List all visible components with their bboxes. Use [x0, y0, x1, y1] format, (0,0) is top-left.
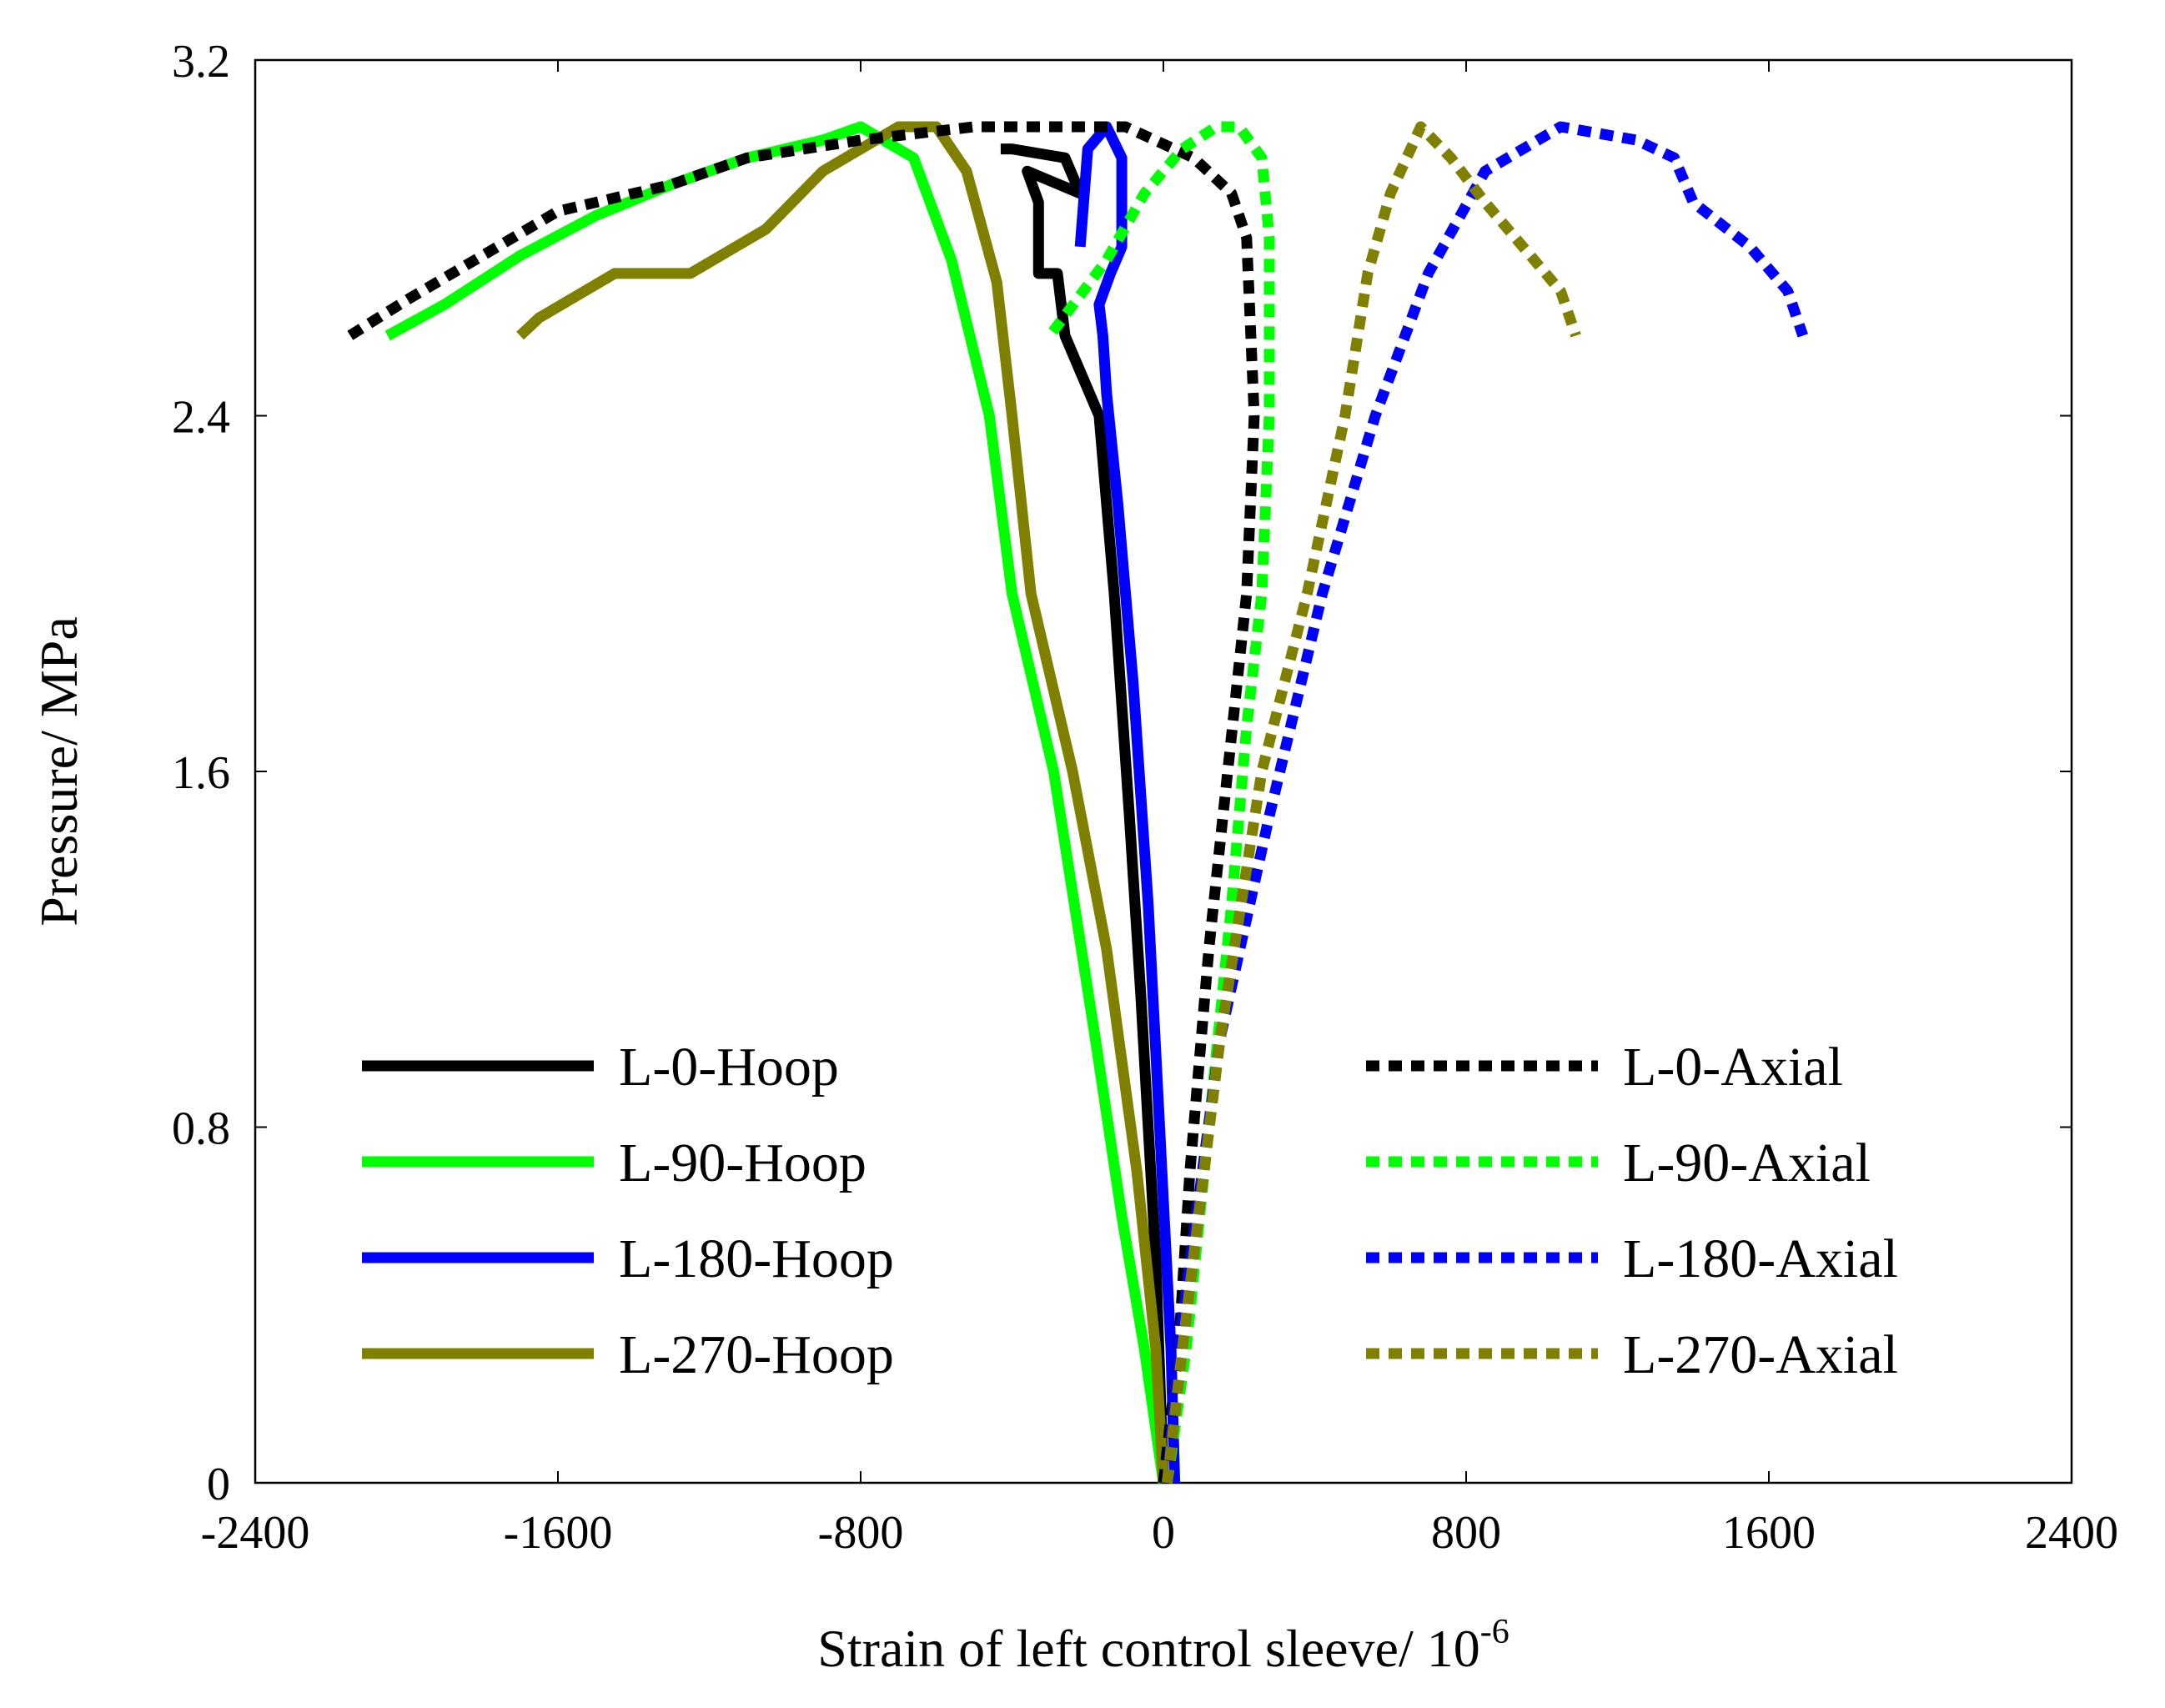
x-axis-label-text: Strain of left control sleeve/ 10 — [817, 1619, 1479, 1678]
y-tick-label: 1.6 — [172, 747, 230, 799]
x-axis-label: Strain of left control sleeve/ 10-6 — [817, 1613, 1509, 1678]
legend: L-0-Hoop L-90-Hoop L-180-Hoop L-270-Hoop L-0… — [362, 1037, 1898, 1385]
series-line-l-270-hoop — [516, 121, 1169, 1484]
legend-label-l-90-hoop: L-90-Hoop — [619, 1133, 867, 1193]
legend-label-l-270-hoop: L-270-Hoop — [619, 1324, 894, 1385]
y-tick-label: 0 — [207, 1459, 230, 1510]
series-line-l-180-hoop — [1074, 121, 1181, 1484]
legend-label-l-270-axial: L-270-Axial — [1623, 1324, 1898, 1385]
x-tick-label: -2400 — [201, 1507, 310, 1559]
x-tick-label: 0 — [1152, 1507, 1175, 1559]
x-tick-label: -800 — [818, 1507, 904, 1559]
x-tick-label: 1600 — [1722, 1507, 1816, 1559]
x-axis-label-exponent: -6 — [1480, 1613, 1509, 1651]
x-tick-label: 800 — [1431, 1507, 1501, 1559]
x-tick-label: 2400 — [2025, 1507, 2118, 1559]
series-line-l-0-axial — [346, 121, 1260, 1484]
series-line-l-90-hoop — [384, 121, 1169, 1484]
legend-label-l-0-axial: L-0-Axial — [1623, 1037, 1843, 1098]
legend-label-l-90-axial: L-90-Axial — [1623, 1133, 1871, 1193]
y-tick-label: 0.8 — [172, 1103, 230, 1155]
series-line-l-0-hoop — [1000, 143, 1169, 1484]
y-axis-label: Pressure/ MPa — [29, 616, 88, 927]
legend-label-l-180-axial: L-180-Axial — [1623, 1228, 1898, 1289]
legend-label-l-180-hoop: L-180-Hoop — [619, 1228, 894, 1289]
y-tick-label: 3.2 — [172, 36, 230, 88]
x-tick-label: -1600 — [504, 1507, 613, 1559]
axis-ticks: -2400 -1600 -800 0 800 1600 2400 0 0.8 1.6 2.4 3.2 — [172, 36, 2118, 1559]
legend-label-l-0-hoop: L-0-Hoop — [619, 1037, 839, 1098]
y-tick-label: 2.4 — [172, 392, 230, 444]
series-layer — [346, 121, 1808, 1484]
series-line-l-270-axial — [1162, 121, 1581, 1484]
